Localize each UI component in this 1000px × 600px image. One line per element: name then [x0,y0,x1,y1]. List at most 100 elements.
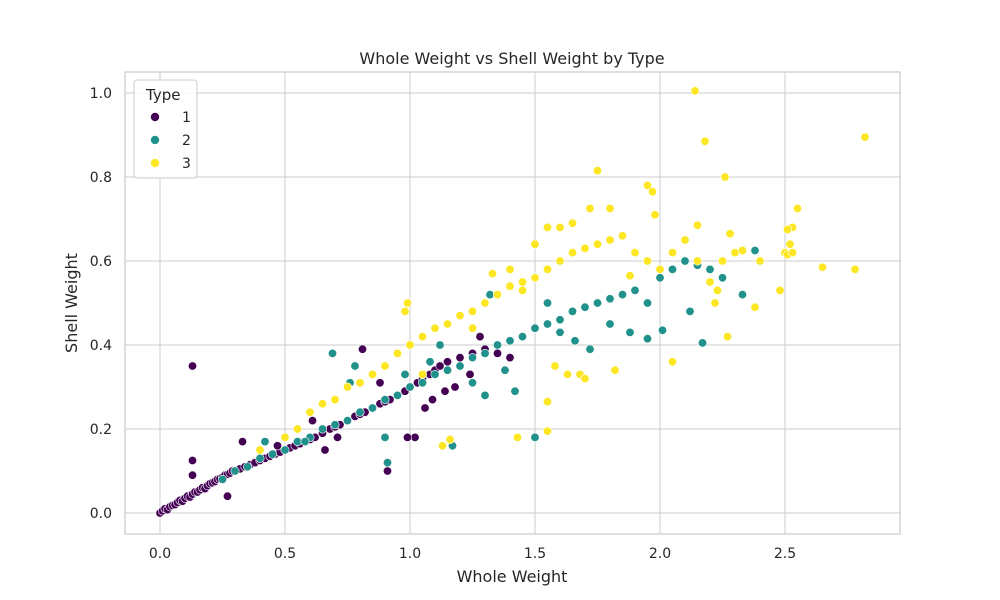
data-point-type-2 [367,403,377,413]
data-point-type-2 [555,327,565,337]
data-point-type-3 [610,365,620,375]
data-point-type-1 [382,466,392,476]
data-point-type-2 [480,390,490,400]
x-tick-label: 0.5 [274,546,296,562]
data-point-type-2 [218,474,228,484]
data-point-type-1 [475,332,485,342]
data-point-type-1 [188,361,198,371]
data-point-type-3 [817,262,827,272]
data-point-type-2 [717,273,727,283]
data-point-type-3 [392,348,402,358]
data-point-type-3 [775,285,785,295]
y-tick-label: 1.0 [90,86,112,102]
data-point-type-2 [530,432,540,442]
data-point-type-2 [605,319,615,329]
data-point-type-3 [860,132,870,142]
data-point-type-2 [580,302,590,312]
data-point-type-2 [705,264,715,274]
data-point-type-3 [445,434,455,444]
data-point-type-2 [685,306,695,316]
data-point-type-3 [555,256,565,266]
data-point-type-3 [712,285,722,295]
chart-title: Whole Weight vs Shell Weight by Type [359,49,664,68]
data-point-type-3 [517,277,527,287]
data-point-type-2 [350,361,360,371]
data-point-type-2 [467,353,477,363]
data-point-type-2 [510,386,520,396]
data-point-type-3 [437,441,447,451]
data-point-type-3 [710,298,720,308]
data-point-type-1 [420,403,430,413]
data-point-type-2 [442,365,452,375]
data-point-type-3 [650,210,660,220]
data-point-type-2 [267,449,277,459]
data-point-type-1 [440,386,450,396]
data-point-type-3 [692,256,702,266]
x-tick-label: 1.0 [399,546,421,562]
data-point-type-1 [375,378,385,388]
data-point-type-1 [223,491,233,501]
data-point-type-2 [380,432,390,442]
data-point-type-3 [750,302,760,312]
data-point-type-3 [417,332,427,342]
data-point-type-2 [417,378,427,388]
data-point-type-3 [542,264,552,274]
data-point-type-3 [737,246,747,256]
data-point-type-2 [592,298,602,308]
data-point-type-2 [657,325,667,335]
data-point-type-3 [785,239,795,249]
data-point-type-3 [605,235,615,245]
data-point-type-3 [630,248,640,258]
data-point-type-2 [355,407,365,417]
data-point-type-3 [355,378,365,388]
data-point-type-3 [725,229,735,239]
data-point-type-3 [430,323,440,333]
data-point-type-3 [330,395,340,405]
data-point-type-2 [500,365,510,375]
data-point-type-2 [425,357,435,367]
data-point-type-2 [260,437,270,447]
data-point-type-1 [455,353,465,363]
data-point-type-3 [550,361,560,371]
legend-label-type-1: 1 [182,110,191,126]
data-point-type-2 [435,340,445,350]
data-point-type-3 [280,432,290,442]
data-point-type-3 [592,239,602,249]
data-point-type-3 [492,290,502,300]
legend-marker-type-2 [150,135,160,145]
data-point-type-3 [782,225,792,235]
data-point-type-3 [405,340,415,350]
data-point-type-3 [400,306,410,316]
data-point-type-3 [605,204,615,214]
data-point-type-2 [630,285,640,295]
data-point-type-3 [617,231,627,241]
data-point-type-2 [697,338,707,348]
data-point-type-3 [717,256,727,266]
data-point-type-1 [492,348,502,358]
data-point-type-3 [442,319,452,329]
data-point-type-2 [737,290,747,300]
data-point-type-1 [465,369,475,379]
data-point-type-1 [435,361,445,371]
data-point-type-3 [542,397,552,407]
x-tick-label: 2.5 [774,546,796,562]
data-point-type-2 [567,306,577,316]
data-point-type-2 [430,369,440,379]
grid-lines [125,72,900,534]
data-point-type-1 [307,416,317,426]
x-tick-label: 0.0 [149,546,171,562]
data-point-type-2 [400,369,410,379]
data-point-type-3 [567,218,577,228]
data-point-type-1 [272,441,282,451]
data-point-type-2 [505,336,515,346]
data-point-type-3 [705,277,715,287]
data-point-type-3 [530,273,540,283]
legend-label-type-3: 3 [182,156,191,172]
data-point-type-3 [455,311,465,321]
data-point-type-2 [617,290,627,300]
data-point-type-2 [292,437,302,447]
legend-title: Type [145,86,180,104]
x-axis-title: Whole Weight [457,567,568,586]
data-point-type-3 [692,220,702,230]
